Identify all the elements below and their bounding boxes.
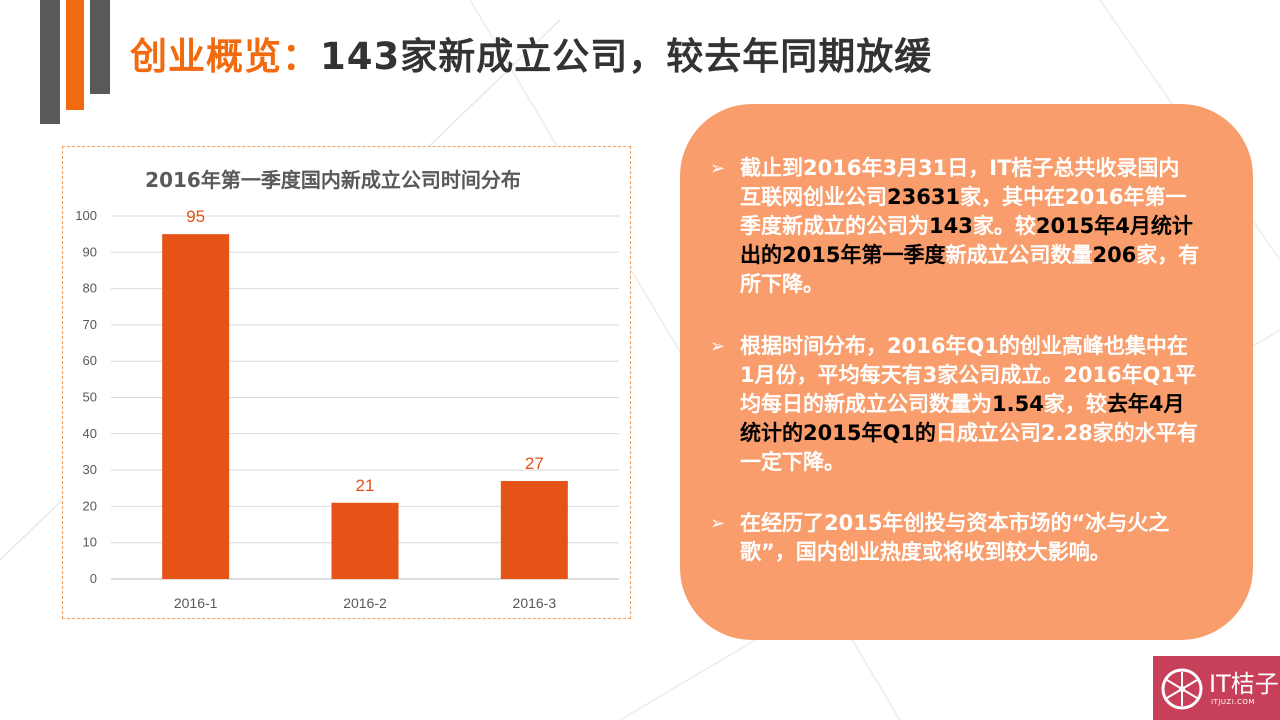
bullet-segment: 家，较 [1043,392,1107,416]
highlight-text: 2015年4月统计出的2015年第一季度 [740,214,1193,267]
arrow-bullet-icon: ➢ [710,513,726,534]
y-tick-label: 80 [83,281,97,296]
bullet-item: ➢ 在经历了2015年创投与资本市场的“冰与火之歌”，国内创业热度或将收到较大影… [710,509,1200,567]
arrow-bullet-icon: ➢ [710,158,726,179]
decor-bar-gray-right [90,0,110,94]
arrow-bullet-icon: ➢ [710,336,726,357]
bar [331,502,399,579]
bullet-text: 在经历了2015年创投与资本市场的“冰与火之歌”，国内创业热度或将收到较大影响。 [710,509,1200,567]
y-tick-label: 50 [83,390,97,405]
x-tick-label: 2016-3 [513,595,557,611]
y-tick-label: 60 [83,353,97,368]
highlight-text: 23631 [887,185,961,209]
y-tick-label: 40 [83,426,97,441]
bullet-segment: 在经历了2015年创投与资本市场的“冰与火之歌”，国内创业热度或将收到较大影响。 [740,511,1170,564]
bullet-item: ➢ 截止到2016年3月31日，IT桔子总共收录国内互联网创业公司23631家，… [710,154,1200,299]
info-panel: ➢ 截止到2016年3月31日，IT桔子总共收录国内互联网创业公司23631家，… [680,104,1253,640]
bullet-text: 截止到2016年3月31日，IT桔子总共收录国内互联网创业公司23631家，其中… [710,154,1200,299]
bullet-segment: 新成立公司数量 [945,243,1093,267]
data-label: 95 [186,207,205,226]
chart-container: 2016年第一季度国内新成立公司时间分布 0 10 20 30 40 50 60 70 80 90 1… [62,146,631,619]
bar [162,234,230,579]
y-tick-label: 90 [83,244,97,259]
bullet-segment: 截止到2016年3月31日，IT桔子总共收录国内互联网创业公司 [740,156,1180,209]
bullet-segment: 根据时间分布，2016年Q1的创业高峰也集中在1月份，平均每天有3家公司成立。2… [740,334,1197,416]
y-tick-label: 70 [83,317,97,332]
y-tick-label: 30 [83,462,97,477]
highlight-text: 206 [1092,243,1137,267]
data-label: 21 [356,476,375,495]
decor-bar-orange [66,0,84,110]
x-tick-label: 2016-1 [174,595,218,611]
bar [500,480,568,579]
page-title: 创业概览：143家新成立公司，较去年同期放缓 [130,26,932,80]
highlight-text: 143 [929,214,973,238]
decor-bar-gray-left [40,0,60,124]
bullet-segment: 家，有所下降。 [740,243,1200,296]
y-tick-label: 100 [75,208,97,223]
orange-slice-icon [1161,668,1203,710]
y-tick-label: 10 [83,535,97,550]
chart-title: 2016年第一季度国内新成立公司时间分布 [145,168,521,192]
x-tick-label: 2016-2 [343,595,387,611]
bullet-segment: 日成立公司2.28家的水平有一定下降。 [740,421,1198,474]
bullet-segment: 家，其中在2016年第一季度新成立的公司为 [740,185,1187,238]
logo-subtext: ITJUZI.COM [1211,698,1255,706]
bullet-item: ➢ 根据时间分布，2016年Q1的创业高峰也集中在1月份，平均每天有3家公司成立… [710,332,1200,477]
bullet-text: 根据时间分布，2016年Q1的创业高峰也集中在1月份，平均每天有3家公司成立。2… [710,332,1200,477]
y-tick-label: 20 [83,498,97,513]
bullet-segment: 家。较 [972,214,1036,238]
itjuzi-logo: IT桔子 ITJUZI.COM [1153,656,1280,720]
data-label: 27 [525,454,544,473]
page-title-accent: 创业概览： [130,35,320,78]
page-title-text: 143家新成立公司，较去年同期放缓 [320,35,933,78]
bar-chart: 2016年第一季度国内新成立公司时间分布 0 10 20 30 40 50 60 70 80 90 1… [75,168,619,611]
y-tick-label: 0 [90,571,97,586]
highlight-text: 去年4月统计的2015年Q1的 [740,392,1185,445]
highlight-text: 1.54 [992,392,1044,416]
logo-text: IT桔子 [1209,670,1279,698]
